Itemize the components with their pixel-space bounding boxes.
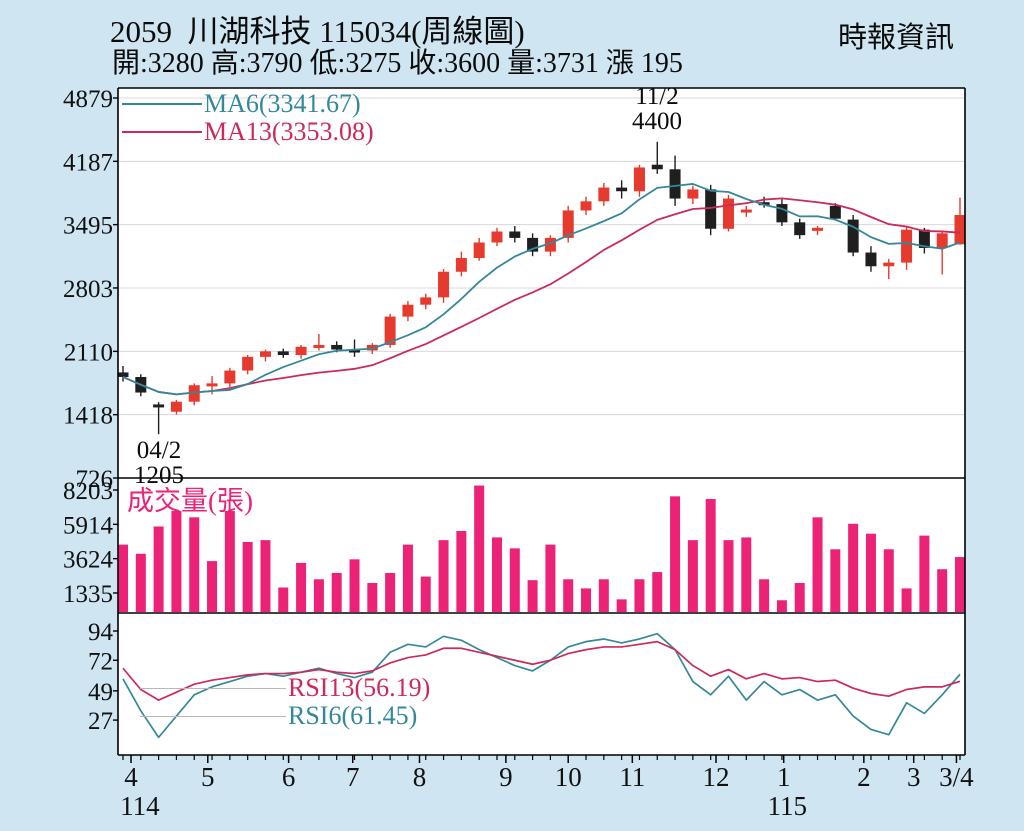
rsi13-leader-line bbox=[140, 687, 286, 689]
svg-text:12: 12 bbox=[703, 762, 730, 792]
svg-text:114: 114 bbox=[120, 791, 160, 821]
svg-text:2: 2 bbox=[857, 762, 871, 792]
svg-text:2110: 2110 bbox=[64, 339, 113, 366]
svg-text:5: 5 bbox=[201, 762, 215, 792]
trough-annotation-date: 04/2 bbox=[136, 437, 182, 464]
page-title: 2059 川湖科技 115034(周線圖) bbox=[110, 14, 525, 49]
rsi-legend: RSI13(56.19) RSI6(61.45) bbox=[140, 674, 430, 730]
svg-text:4187: 4187 bbox=[63, 149, 113, 176]
svg-text:94: 94 bbox=[88, 619, 114, 646]
ma-legend: MA6(3341.67) MA13(3353.08) bbox=[122, 90, 374, 146]
svg-text:115: 115 bbox=[768, 791, 808, 821]
peak-annotation-value: 4400 bbox=[632, 108, 682, 135]
svg-text:2803: 2803 bbox=[63, 276, 113, 303]
svg-text:72: 72 bbox=[88, 648, 113, 675]
svg-text:8: 8 bbox=[413, 762, 427, 792]
ma13-legend-label: MA13(3353.08) bbox=[204, 117, 374, 146]
svg-text:3/4: 3/4 bbox=[939, 762, 974, 792]
svg-text:9: 9 bbox=[499, 762, 513, 792]
svg-text:726: 726 bbox=[76, 466, 114, 493]
ma13-line-swatch bbox=[122, 131, 202, 133]
ma6-legend-label: MA6(3341.67) bbox=[204, 89, 361, 118]
svg-text:7: 7 bbox=[346, 762, 360, 792]
svg-text:3495: 3495 bbox=[63, 213, 113, 240]
ma13-legend-row: MA13(3353.08) bbox=[122, 118, 374, 146]
svg-text:8203: 8203 bbox=[63, 478, 113, 505]
svg-text:49: 49 bbox=[88, 679, 113, 706]
ma6-line-swatch bbox=[122, 103, 202, 105]
peak-annotation: 11/2 4400 bbox=[620, 84, 694, 134]
ma6-legend-row: MA6(3341.67) bbox=[122, 90, 374, 118]
rsi13-legend-row: RSI13(56.19) bbox=[140, 674, 430, 702]
peak-annotation-date: 11/2 bbox=[635, 83, 679, 110]
rsi6-legend-label: RSI6(61.45) bbox=[288, 701, 418, 730]
svg-text:1: 1 bbox=[777, 762, 791, 792]
svg-text:6: 6 bbox=[282, 762, 296, 792]
trough-annotation-value: 1205 bbox=[134, 462, 184, 489]
svg-text:3: 3 bbox=[907, 762, 921, 792]
svg-text:1418: 1418 bbox=[63, 403, 113, 430]
svg-text:11: 11 bbox=[619, 762, 645, 792]
svg-text:27: 27 bbox=[88, 708, 113, 735]
svg-text:1335: 1335 bbox=[63, 581, 113, 608]
trough-annotation: 04/2 1205 bbox=[128, 438, 190, 488]
svg-text:10: 10 bbox=[555, 762, 582, 792]
quote-line: 開:3280 高:3790 低:3275 收:3600 量:3731 漲 195 bbox=[112, 48, 683, 79]
svg-text:4: 4 bbox=[124, 762, 138, 792]
rsi6-leader-line bbox=[140, 715, 286, 717]
source-label: 時報資訊 bbox=[838, 22, 955, 54]
svg-text:5914: 5914 bbox=[63, 512, 114, 539]
rsi13-legend-label: RSI13(56.19) bbox=[288, 673, 431, 702]
rsi6-legend-row: RSI6(61.45) bbox=[140, 702, 430, 730]
svg-text:4879: 4879 bbox=[63, 86, 113, 113]
volume-panel-label: 成交量(張) bbox=[127, 486, 253, 516]
svg-text:3624: 3624 bbox=[63, 547, 114, 574]
